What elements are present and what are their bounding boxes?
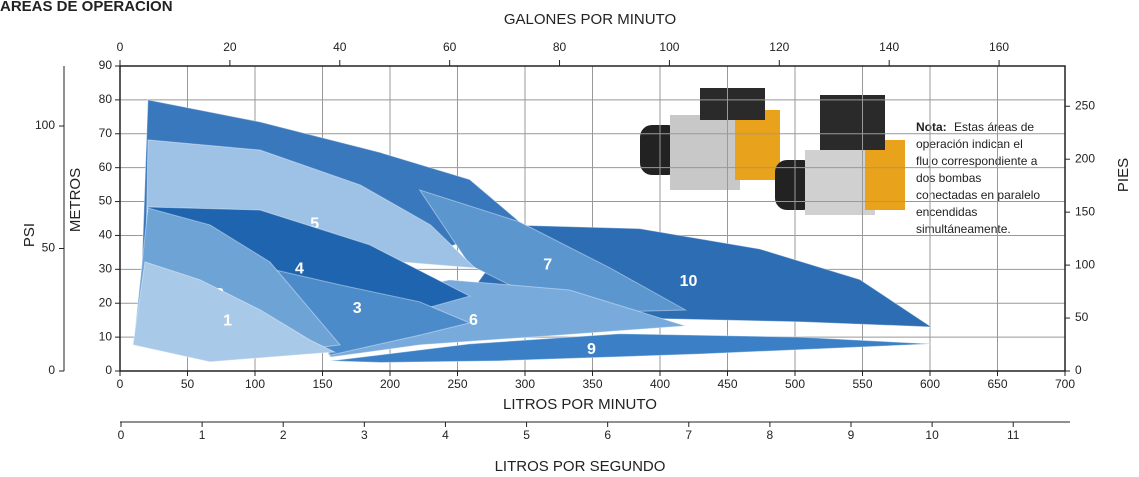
x-tick-label: 300 xyxy=(515,377,535,391)
area xyxy=(330,333,932,364)
y3-tick-label: 0 xyxy=(1075,363,1082,377)
x-tick-label: 550 xyxy=(852,377,872,391)
y2-tick-label: 100 xyxy=(35,118,55,132)
y3-tick-label: 100 xyxy=(1075,257,1095,271)
note: Nota: Estas áreas de operación indican el… xyxy=(916,120,1040,236)
y2-axis-title: PSI xyxy=(21,223,38,247)
x2-tick-label: 0 xyxy=(117,40,124,54)
x3-tick-label: 3 xyxy=(361,428,368,442)
note-line: simultáneamente. xyxy=(916,222,1011,236)
area xyxy=(132,261,337,363)
x2-tick-label: 60 xyxy=(443,40,457,54)
area-label: 9 xyxy=(587,341,596,358)
x2-axis-title: GALONES POR MINUTO xyxy=(504,11,676,28)
y2-tick-label: 50 xyxy=(42,241,56,255)
x-tick-label: 600 xyxy=(920,377,940,391)
area-label: 4 xyxy=(295,261,304,278)
note-line: Estas áreas de xyxy=(954,120,1034,134)
y-tick-label: 10 xyxy=(99,329,113,343)
x-tick-label: 650 xyxy=(987,377,1007,391)
y-tick-label: 60 xyxy=(99,160,113,174)
x-tick-label: 0 xyxy=(117,377,124,391)
note-label: Nota: xyxy=(916,120,947,134)
x3-tick-label: 2 xyxy=(280,428,287,442)
x-tick-label: 100 xyxy=(245,377,265,391)
x3-axis-title: LITROS POR SEGUNDO xyxy=(495,458,666,475)
x3-tick-label: 4 xyxy=(442,428,449,442)
note-line: operación indican el xyxy=(916,137,1023,151)
x2-tick-label: 40 xyxy=(333,40,347,54)
y2-tick-label: 0 xyxy=(48,363,55,377)
x2-tick-label: 120 xyxy=(769,40,789,54)
y-tick-label: 40 xyxy=(99,228,113,242)
x-tick-label: 350 xyxy=(582,377,602,391)
x2-tick-label: 160 xyxy=(989,40,1009,54)
x-tick-label: 250 xyxy=(447,377,467,391)
x-tick-label: 450 xyxy=(717,377,737,391)
y-tick-label: 0 xyxy=(105,363,112,377)
x-tick-label: 200 xyxy=(380,377,400,391)
y-tick-label: 30 xyxy=(99,262,113,276)
area-label: 5 xyxy=(310,216,319,233)
y-axis-title: METROS xyxy=(67,168,84,232)
area-label: 3 xyxy=(353,300,362,317)
area-label: 6 xyxy=(469,312,478,329)
y3-tick-label: 150 xyxy=(1075,204,1095,218)
chart-title: ÁREAS DE OPERACIÓN xyxy=(0,0,173,15)
x3-tick-label: 1 xyxy=(199,428,206,442)
x-tick-label: 50 xyxy=(181,377,195,391)
note-line: encendidas xyxy=(916,205,977,219)
y3-axis-title: PIES xyxy=(1115,158,1132,192)
x3-tick-label: 8 xyxy=(767,428,774,442)
x3-tick-label: 10 xyxy=(925,428,939,442)
x3-tick-label: 11 xyxy=(1007,428,1020,442)
y-tick-label: 20 xyxy=(99,295,113,309)
y-tick-label: 90 xyxy=(99,58,113,72)
x-axis-title: LITROS POR MINUTO xyxy=(503,396,657,413)
area xyxy=(418,189,688,313)
note-line: dos bombas xyxy=(916,171,981,185)
y-tick-label: 80 xyxy=(99,92,113,106)
area-label: 10 xyxy=(680,273,698,290)
x-tick-label: 700 xyxy=(1055,377,1075,391)
y3-tick-label: 50 xyxy=(1075,310,1089,324)
x3-tick-label: 6 xyxy=(604,428,611,442)
x3-tick-label: 7 xyxy=(685,428,692,442)
note-line: conectadas en paralelo xyxy=(916,188,1040,202)
y-tick-label: 70 xyxy=(99,126,113,140)
area-label: 7 xyxy=(543,256,552,273)
x3-tick-label: 0 xyxy=(118,428,125,442)
x-tick-label: 150 xyxy=(312,377,332,391)
y3-tick-label: 250 xyxy=(1075,98,1095,112)
x-tick-label: 400 xyxy=(650,377,670,391)
x-tick-label: 500 xyxy=(785,377,805,391)
pump-photo xyxy=(640,88,905,215)
x3-tick-label: 9 xyxy=(848,428,855,442)
note-line: flujo correspondiente a xyxy=(916,154,1038,168)
x3-tick-label: 5 xyxy=(523,428,530,442)
x2-tick-label: 80 xyxy=(553,40,567,54)
x2-tick-label: 140 xyxy=(879,40,899,54)
x2-tick-label: 100 xyxy=(659,40,679,54)
x2-tick-label: 20 xyxy=(223,40,237,54)
area-label: 1 xyxy=(223,313,232,330)
y-tick-label: 50 xyxy=(99,194,113,208)
y3-tick-label: 200 xyxy=(1075,151,1095,165)
